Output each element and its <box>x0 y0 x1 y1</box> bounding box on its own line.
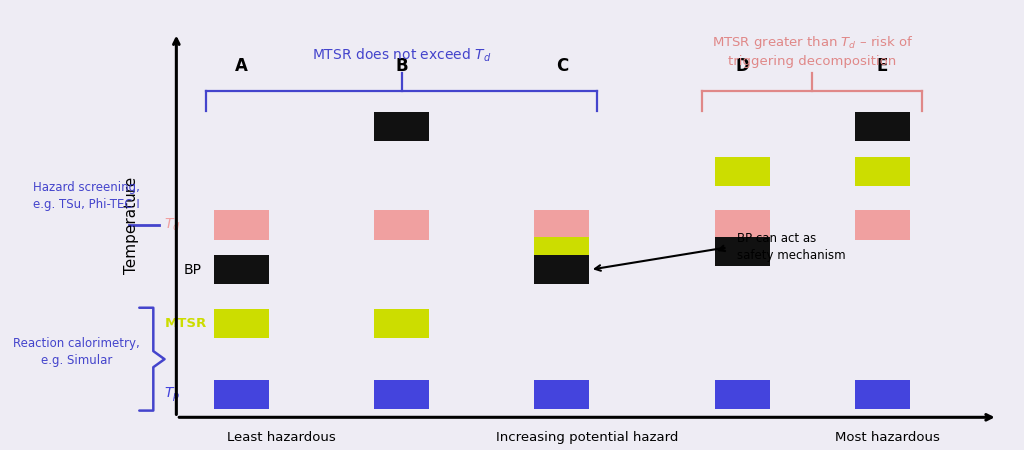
Text: $T_p$: $T_p$ <box>164 386 180 404</box>
Bar <box>214 309 269 338</box>
Text: D: D <box>735 57 750 75</box>
Bar <box>535 211 590 239</box>
Text: Least hazardous: Least hazardous <box>227 431 336 444</box>
Bar <box>374 309 429 338</box>
Text: Most hazardous: Most hazardous <box>835 431 940 444</box>
Text: C: C <box>556 57 568 75</box>
Bar <box>535 255 590 284</box>
Bar <box>214 211 269 239</box>
Text: BP: BP <box>183 263 202 277</box>
Bar <box>855 157 910 186</box>
Text: Hazard screening,
e.g. TSu, Phi-TEC I: Hazard screening, e.g. TSu, Phi-TEC I <box>33 181 139 211</box>
Bar <box>855 211 910 239</box>
Text: MTSR greater than $T_d$ – risk of
triggering decomposition: MTSR greater than $T_d$ – risk of trigge… <box>712 35 913 68</box>
Bar <box>855 112 910 141</box>
Bar <box>855 380 910 410</box>
Bar <box>214 380 269 410</box>
Text: B: B <box>395 57 408 75</box>
Bar <box>715 237 770 266</box>
Text: A: A <box>234 57 248 75</box>
Text: BP can act as
safety mechanism: BP can act as safety mechanism <box>737 232 846 262</box>
Bar <box>715 211 770 239</box>
Text: E: E <box>877 57 888 75</box>
Bar <box>535 380 590 410</box>
Text: Reaction calorimetry,
e.g. Simular: Reaction calorimetry, e.g. Simular <box>13 338 139 368</box>
Text: MTSR: MTSR <box>164 317 207 330</box>
Text: Increasing potential hazard: Increasing potential hazard <box>496 431 678 444</box>
Bar <box>374 112 429 141</box>
Bar <box>214 255 269 284</box>
Text: Temperature: Temperature <box>124 176 139 274</box>
Bar <box>715 380 770 410</box>
Bar <box>535 237 590 266</box>
Bar <box>374 211 429 239</box>
Bar <box>715 157 770 186</box>
Text: MTSR does not exceed $T_d$: MTSR does not exceed $T_d$ <box>312 47 492 64</box>
Bar <box>374 380 429 410</box>
Text: $T_d$: $T_d$ <box>164 217 181 233</box>
